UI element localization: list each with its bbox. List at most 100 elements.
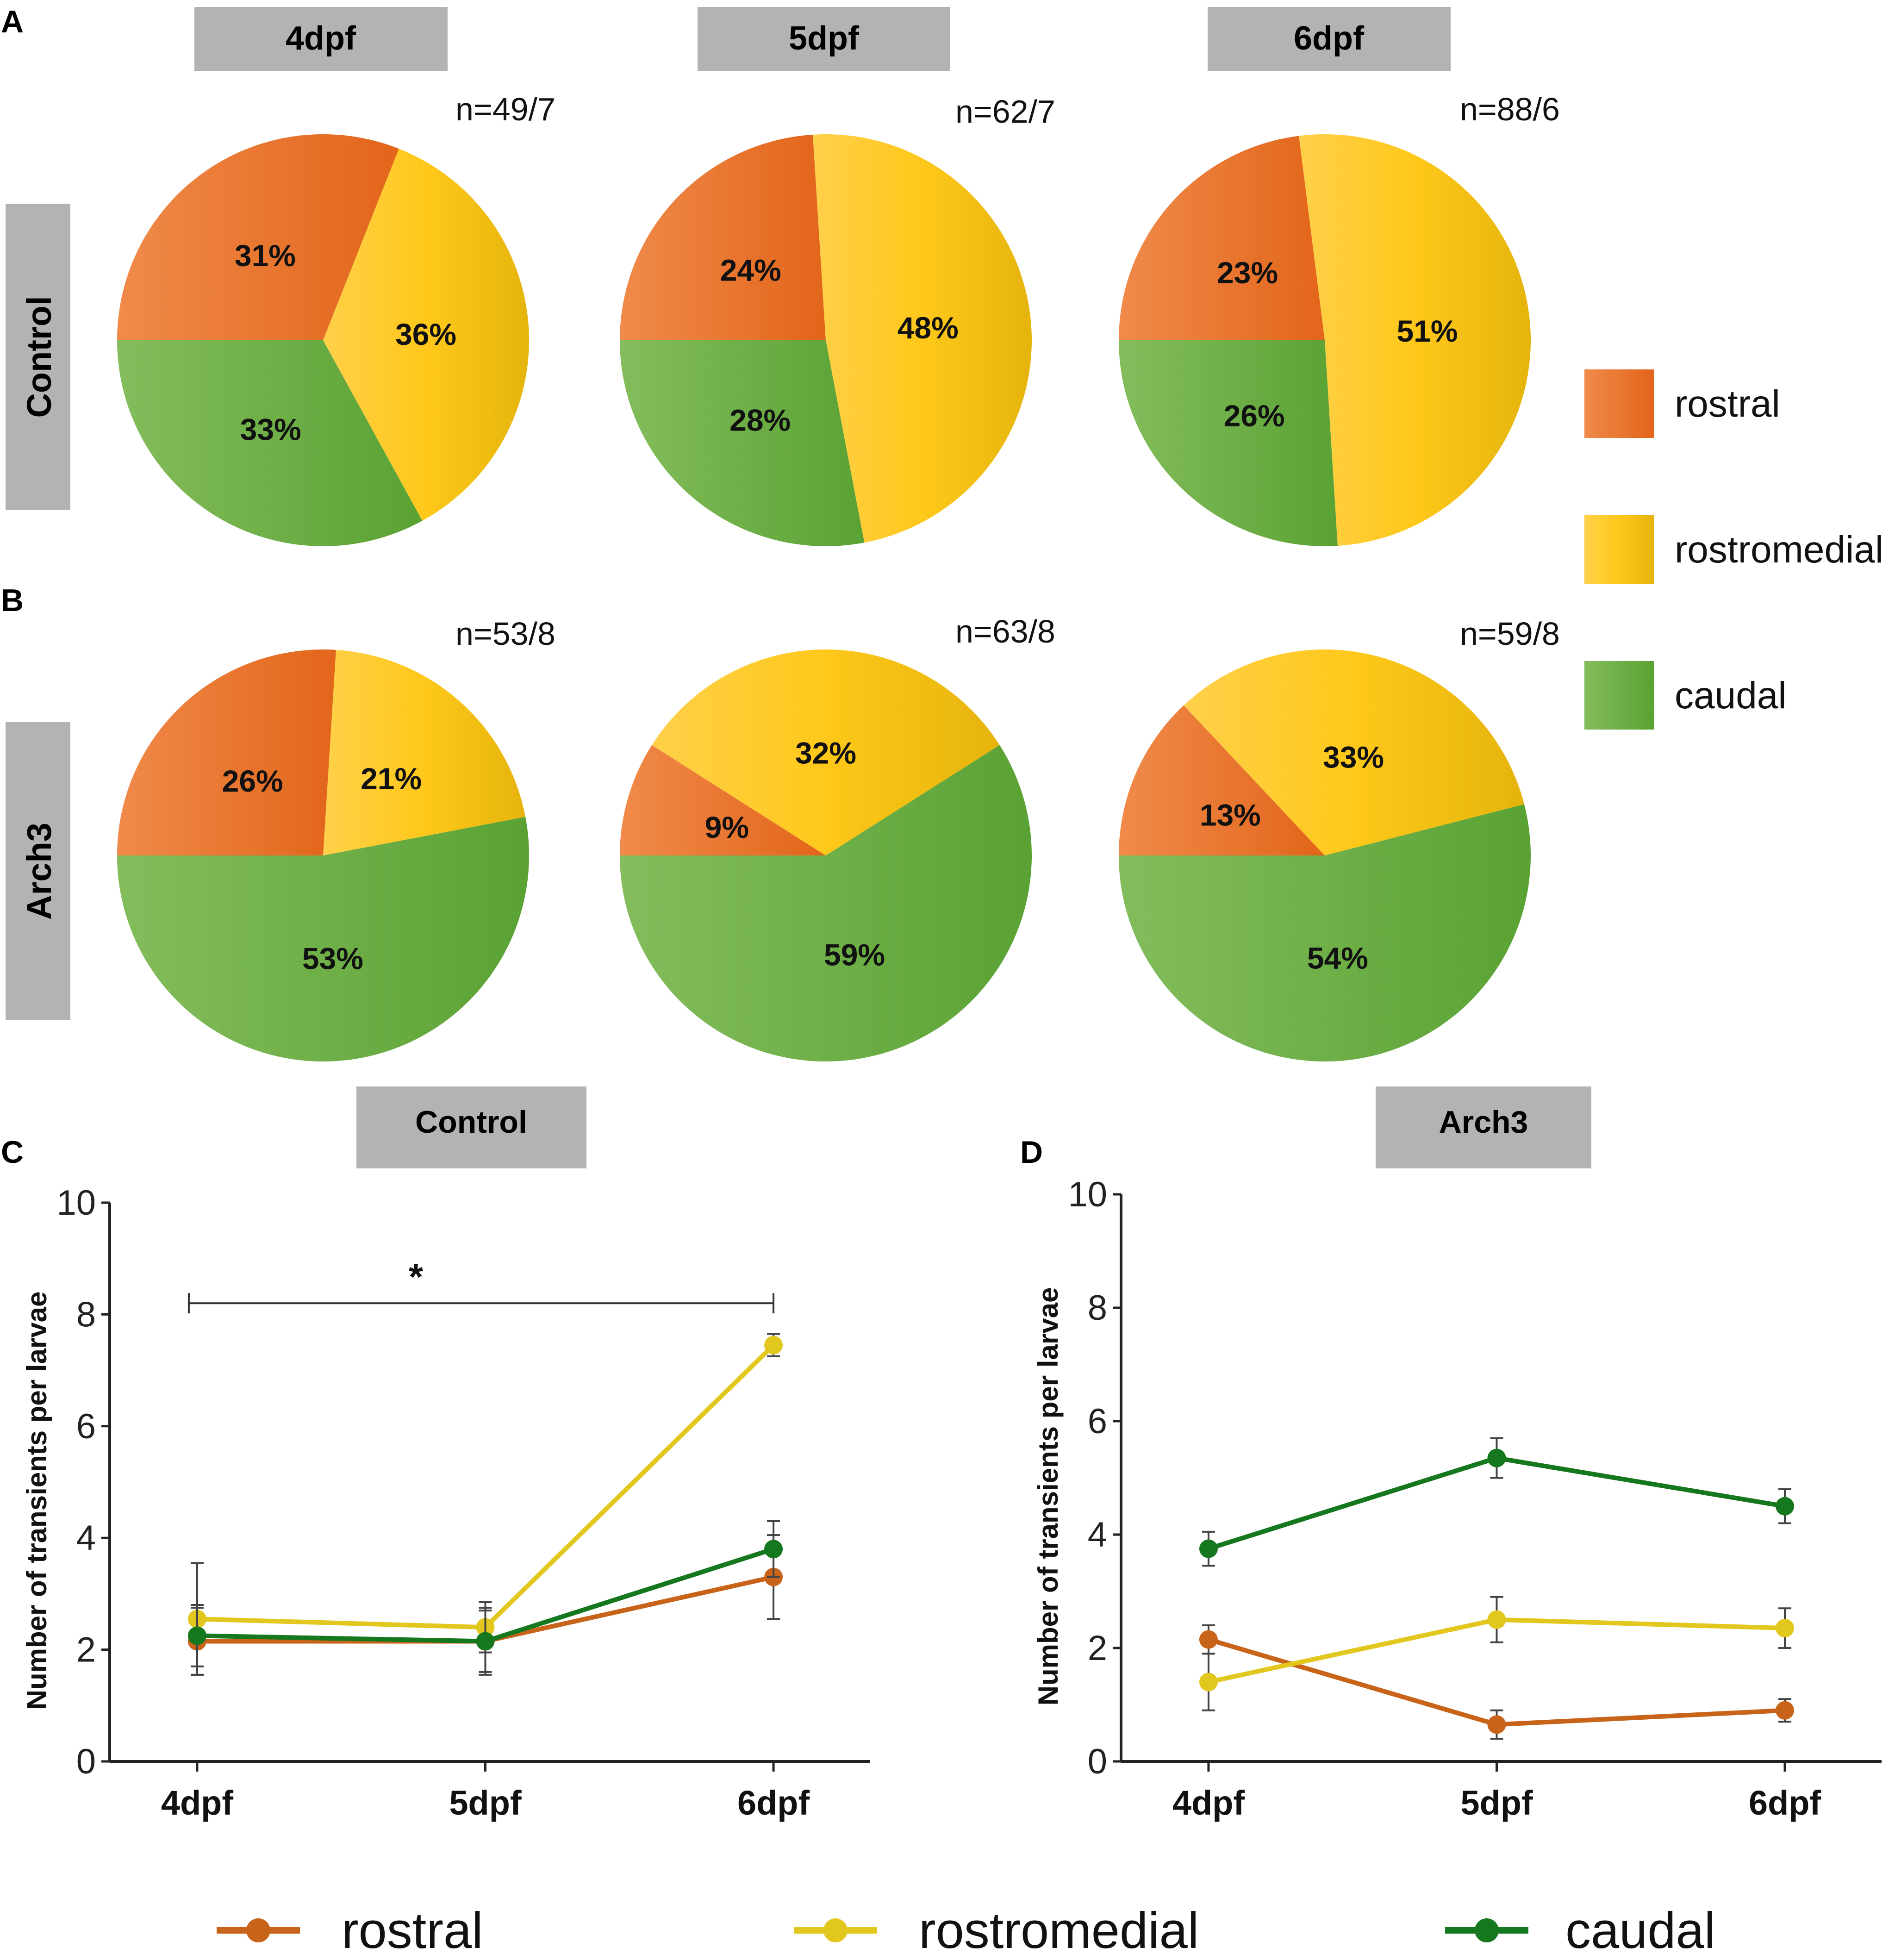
pie-value-label-rostral: 24% — [720, 253, 781, 287]
y-tick-label: 4 — [76, 1518, 96, 1558]
data-point-caudal — [764, 1540, 783, 1559]
data-point-caudal — [187, 1626, 206, 1645]
column-header-5dpf: 5dpf — [698, 7, 950, 71]
chart-header-arch3: Arch3 — [1376, 1086, 1591, 1168]
y-tick-label: 8 — [76, 1295, 96, 1334]
pie-value-label-rostromedial: 36% — [395, 317, 456, 351]
y-axis-label: Number of transients per larvae — [1033, 1287, 1064, 1706]
pie-value-label-caudal: 54% — [1307, 941, 1368, 975]
pie-legend: rostral rostromedial caudal — [1584, 369, 1883, 730]
data-point-caudal — [476, 1632, 495, 1651]
line-legend: rostral rostromedial caudal — [217, 1902, 1715, 1959]
column-header-label: 5dpf — [789, 20, 860, 57]
pie-slice-caudal — [117, 340, 423, 546]
pie-value-label-caudal: 53% — [302, 942, 363, 976]
pie-value-label-rostral: 13% — [1200, 798, 1261, 832]
pie-value-label-caudal: 26% — [1224, 399, 1285, 433]
data-point-rostromedial — [1199, 1673, 1218, 1692]
y-tick-label: 6 — [76, 1407, 96, 1446]
pie-slice-rostromedial — [813, 134, 1032, 543]
legend-marker-rostromedial — [823, 1918, 848, 1942]
x-tick-label: 4dpf — [1172, 1784, 1245, 1822]
x-tick-label: 6dpf — [1749, 1784, 1821, 1822]
pie-slice-rostromedial — [1299, 134, 1531, 546]
panel-letter-d: D — [1020, 1135, 1043, 1170]
y-tick-label: 4 — [1088, 1515, 1107, 1554]
pie-slice-rostral — [1119, 136, 1325, 340]
y-axis-label: Number of transients per larvae — [21, 1292, 52, 1710]
pie-value-label-caudal: 33% — [240, 412, 301, 447]
x-tick-label: 5dpf — [449, 1784, 522, 1822]
pie-slice-rostral — [620, 745, 826, 855]
pie-slice-rostromedial — [1184, 649, 1525, 855]
data-point-rostral — [1776, 1701, 1795, 1720]
pie-n-label: n=63/8 — [955, 613, 1055, 649]
series-line-rostromedial — [197, 1343, 775, 1630]
y-tick-label: 10 — [56, 1183, 96, 1223]
panel-letter-b: B — [1, 583, 24, 618]
pie-n-label: n=88/6 — [1460, 91, 1560, 127]
chart-header-control: Control — [356, 1086, 586, 1168]
pie-slice-caudal — [1119, 340, 1338, 547]
pie-n-label: n=53/8 — [455, 616, 555, 652]
pie-value-label-rostromedial: 32% — [795, 736, 856, 770]
pie-slice-rostral — [117, 134, 399, 340]
pie-slice-caudal — [620, 340, 865, 546]
pie-control-4dpf: 31% 36% 33% n=49/7 — [117, 91, 555, 546]
pie-value-label-caudal: 59% — [824, 938, 885, 972]
pie-value-label-rostral: 26% — [222, 764, 283, 798]
row-label-text: Control — [20, 296, 58, 418]
row-label-arch3: Arch3 — [6, 722, 70, 1020]
x-tick-label: 4dpf — [161, 1784, 234, 1822]
line-chart-arch3: 0 2 4 6 8 10 4dpf 5dpf 6dpf Number of transients … — [1033, 1175, 1882, 1822]
pie-slice-rostral — [620, 134, 826, 340]
y-tick-label: 0 — [1088, 1742, 1107, 1781]
column-header-label: 4dpf — [286, 20, 356, 57]
pie-slice-caudal — [620, 745, 1032, 1062]
line-chart-control: 0 2 4 6 8 10 4dpf 5dpf 6dpf Number of transients … — [21, 1183, 870, 1822]
legend-swatch-caudal — [1584, 661, 1654, 730]
pie-arch3-6dpf: 13% 33% 54% n=59/8 — [1119, 616, 1560, 1062]
legend-label-rostral: rostral — [1675, 383, 1780, 425]
pie-slice-caudal — [1119, 804, 1531, 1062]
pie-slice-rostromedial — [323, 649, 526, 855]
y-tick-label: 2 — [1088, 1629, 1107, 1668]
y-tick-label: 2 — [76, 1630, 96, 1670]
data-point-rostral — [1199, 1630, 1218, 1649]
legend-swatch-rostral — [1584, 369, 1654, 438]
pie-arch3-5dpf: 9% 32% 59% n=63/8 — [620, 613, 1055, 1062]
legend-line-label-rostromedial: rostromedial — [919, 1902, 1199, 1959]
pie-slice-rostromedial — [652, 649, 1000, 855]
legend-label-rostromedial: rostromedial — [1675, 529, 1883, 571]
legend-label-caudal: caudal — [1675, 674, 1787, 717]
panel-letter-a: A — [1, 4, 24, 39]
pie-control-5dpf: 24% 48% 28% n=62/7 — [620, 94, 1055, 546]
y-tick-label: 8 — [1088, 1288, 1107, 1328]
data-point-caudal — [1199, 1539, 1218, 1558]
pie-slice-rostral — [117, 649, 336, 855]
row-label-control: Control — [6, 204, 70, 510]
data-point-rostromedial — [764, 1336, 783, 1355]
pie-value-label-rostromedial: 21% — [361, 762, 422, 796]
data-point-caudal — [1487, 1448, 1506, 1467]
legend-swatch-rostromedial — [1584, 515, 1654, 584]
panel-letter-c: C — [1, 1135, 24, 1170]
pie-n-label: n=49/7 — [455, 91, 555, 127]
legend-marker-caudal — [1475, 1918, 1499, 1942]
x-tick-label: 5dpf — [1460, 1784, 1533, 1822]
column-header-6dpf: 6dpf — [1208, 7, 1451, 71]
data-point-rostromedial — [1776, 1619, 1795, 1638]
chart-header-label: Arch3 — [1439, 1105, 1528, 1140]
pie-value-label-caudal: 28% — [729, 403, 791, 437]
pie-slice-rostromedial — [323, 149, 529, 521]
x-tick-label: 6dpf — [737, 1784, 810, 1822]
pie-slice-caudal — [117, 817, 530, 1061]
pie-n-label: n=59/8 — [1460, 616, 1560, 652]
significance-label: * — [409, 1256, 424, 1297]
chart-header-label: Control — [415, 1105, 527, 1140]
data-point-rostral — [1487, 1715, 1506, 1734]
legend-line-label-caudal: caudal — [1565, 1902, 1715, 1959]
pie-value-label-rostral: 9% — [705, 810, 749, 844]
row-label-text: Arch3 — [20, 823, 58, 920]
